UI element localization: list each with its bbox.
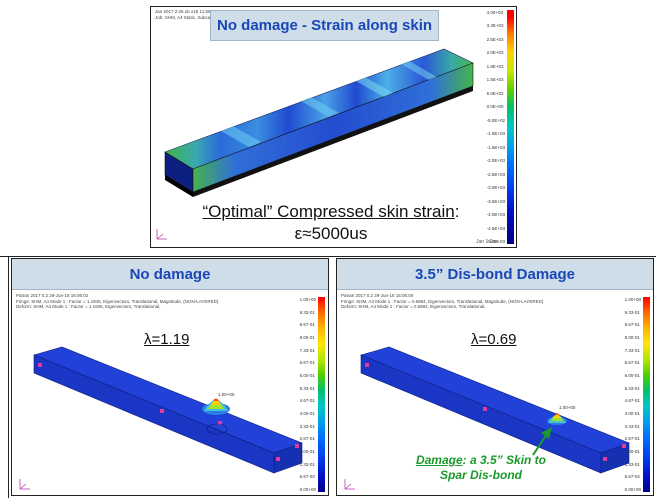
legend-tick-label: 3.3E+03 bbox=[486, 23, 504, 29]
legend-tick-label: 3.33-01 bbox=[299, 423, 315, 429]
legend-tick-label: 2.0E+03 bbox=[486, 50, 504, 56]
damage-note: Damage: a 3.5” Skin to Spar Dis-bond bbox=[391, 453, 571, 483]
legend-tick-label: 1.33-01 bbox=[624, 461, 640, 467]
strain-caption: “Optimal” Compressed skin strain: ε≈5000… bbox=[181, 201, 481, 245]
left-legend-bar bbox=[318, 297, 325, 492]
caption-underlined: “Optimal” Compressed skin strain bbox=[202, 202, 455, 221]
legend-tick-label: 5.33-01 bbox=[624, 385, 640, 391]
top-panel-title: No damage - Strain along skin bbox=[210, 10, 440, 41]
legend-tick-label: 9.33-01 bbox=[299, 309, 315, 315]
legend-tick-label: 8.67-01 bbox=[299, 322, 315, 328]
damage-text: : a 3.5” Skin to bbox=[462, 453, 547, 467]
header-line: Fringe: SHM, A4 Mode 1 : Factor = 0.6894… bbox=[341, 298, 544, 304]
legend-tick-label: 4.67-01 bbox=[624, 398, 640, 404]
legend-tick-label: -2.0E+03 bbox=[486, 158, 505, 164]
header-line: Patran 2017 0.2 29-Jun-18 16:06:00 bbox=[341, 293, 414, 298]
right-panel-title: 3.5” Dis-bond Damage bbox=[337, 259, 653, 290]
legend-tick-label: 8.67-01 bbox=[624, 322, 640, 328]
top-corner-label: Jan 1 Ess bbox=[476, 239, 498, 245]
legend-tick-label: 8.00-01 bbox=[624, 334, 640, 340]
legend-tick-label: 2.00-01 bbox=[299, 448, 315, 454]
legend-tick-label: 3.33-01 bbox=[624, 423, 640, 429]
legend-tick-label: -4.5E+03 bbox=[486, 225, 505, 231]
legend-tick-label: 7.33-01 bbox=[299, 347, 315, 353]
legend-tick-label: 2.5E+03 bbox=[486, 36, 504, 42]
legend-tick-label: -2.5E+03 bbox=[486, 171, 505, 177]
top-legend-bar bbox=[507, 10, 514, 244]
divider-left-vertical bbox=[8, 256, 9, 498]
legend-tick-label: 4.00+03 bbox=[486, 10, 504, 15]
legend-tick-label: 0.0E+00 bbox=[486, 104, 504, 110]
left-panel-header: Patran 2017 0.2 29-Jun-18 16:06:02 Fring… bbox=[16, 293, 218, 310]
header-line: Fringe: SHM, A4 Mode 1 : Factor = 1.1945… bbox=[16, 298, 219, 304]
legend-tick-label: 4.67-01 bbox=[299, 398, 315, 404]
legend-tick-label: 9.33-01 bbox=[624, 309, 640, 315]
right-legend-labels: 1.00+00 9.33-01 8.67-01 8.00-01 7.33-01 6.67-… bbox=[625, 297, 641, 492]
top-panel: Jan 2017 2:26 ub x18 11:59:04 Job: SHM, … bbox=[150, 6, 517, 248]
axis-triad-icon bbox=[19, 479, 30, 490]
legend-tick-label: 6.67-01 bbox=[299, 360, 315, 366]
damage-note-line2: Spar Dis-bond bbox=[439, 468, 522, 482]
right-panel: 3.5” Dis-bond Damage Patran 2017 0.2 29-… bbox=[336, 258, 654, 496]
strain-caption-line2: ε≈5000us bbox=[294, 224, 368, 243]
left-peak-label: 1.00+00 bbox=[218, 392, 235, 397]
header-line: Deform: SHM, A4 Mode 1 : Factor = 0.6894… bbox=[341, 304, 486, 309]
top-beam-figure bbox=[156, 48, 474, 240]
axis-triad-icon bbox=[156, 229, 167, 240]
legend-tick-label: 1.00+00 bbox=[624, 297, 641, 302]
legend-tick-label: 8.00-01 bbox=[299, 334, 315, 340]
legend-tick-label: 1.8E+03 bbox=[486, 63, 504, 69]
left-panel: No damage Patran 2017 0.2 29-Jun-18 16:0… bbox=[11, 258, 329, 496]
legend-tick-label: 1.5E+03 bbox=[486, 77, 504, 83]
legend-tick-label: 6.00-01 bbox=[624, 372, 640, 378]
eigenvalue-label: λ=0.69 bbox=[471, 331, 517, 348]
right-peak-label: 1.00+00 bbox=[559, 405, 576, 410]
top-panel-header: Jan 2017 2:26 ub x18 11:59:04 Job: SHM, … bbox=[155, 9, 228, 20]
axis-triad-icon bbox=[344, 479, 355, 490]
legend-tick-label: 5.33-01 bbox=[299, 385, 315, 391]
header-line: Patran 2017 0.2 29-Jun-18 16:06:02 bbox=[16, 293, 89, 298]
legend-tick-label: 7.33-01 bbox=[624, 347, 640, 353]
left-legend-labels: 1.00+00 9.33-01 8.67-01 8.00-01 7.33-01 6.67-… bbox=[300, 297, 316, 492]
legend-tick-label: -3.0E+03 bbox=[486, 185, 505, 191]
divider-horizontal bbox=[0, 256, 656, 257]
left-panel-title: No damage bbox=[12, 259, 328, 290]
eigenvalue-label: λ=1.19 bbox=[144, 331, 190, 348]
legend-tick-label: 1.00+00 bbox=[299, 297, 316, 302]
legend-tick-label: 2.67-01 bbox=[299, 436, 315, 442]
caption-suffix: : bbox=[454, 202, 460, 221]
legend-tick-label: 5.0E+02 bbox=[486, 90, 504, 96]
legend-tick-label: 0.00+00 bbox=[299, 486, 316, 492]
legend-tick-label: -4.0E+03 bbox=[486, 212, 505, 218]
legend-tick-label: 1.33-01 bbox=[299, 461, 315, 467]
legend-tick-label: 6.67-02 bbox=[624, 474, 640, 480]
legend-tick-label: -5.0E+02 bbox=[486, 117, 505, 123]
top-legend-labels: 4.00+03 3.3E+03 2.5E+03 2.0E+03 1.8E+03 1.5E+… bbox=[487, 10, 505, 244]
damage-note-line1: Damage: a 3.5” Skin to bbox=[391, 453, 571, 468]
legend-tick-label: 6.67-02 bbox=[299, 474, 315, 480]
right-beam-figure: 1.00+00 bbox=[344, 346, 630, 490]
left-beam-figure: 1.00+00 bbox=[19, 346, 303, 490]
damage-label: Damage bbox=[415, 453, 463, 467]
legend-tick-label: 0.00+00 bbox=[624, 486, 641, 492]
right-legend-bar bbox=[643, 297, 650, 492]
legend-tick-label: 6.00-01 bbox=[299, 372, 315, 378]
legend-tick-label: -5.0E+03 bbox=[486, 238, 505, 244]
header-line: Job: SHM, A4 Static, Subcase 1 Stat bbox=[155, 14, 229, 20]
legend-tick-label: 6.67-01 bbox=[624, 360, 640, 366]
legend-tick-label: 2.00-01 bbox=[624, 448, 640, 454]
legend-tick-label: 4.00-01 bbox=[624, 410, 640, 416]
strain-caption-line1: “Optimal” Compressed skin strain: bbox=[181, 201, 481, 223]
right-panel-header: Patran 2017 0.2 29-Jun-18 16:06:00 Fring… bbox=[341, 293, 543, 310]
legend-tick-label: -3.5E+03 bbox=[486, 198, 505, 204]
legend-tick-label: -1.0E+03 bbox=[486, 131, 505, 137]
header-line: Jan 2017 2:26 ub x18 11:59:04 bbox=[155, 9, 217, 14]
header-line: Deform: SHM, A4 Mode 1 : Factor = 1.1935… bbox=[16, 304, 161, 309]
legend-tick-label: 4.00-01 bbox=[299, 410, 315, 416]
legend-tick-label: 2.67-01 bbox=[624, 436, 640, 442]
legend-tick-label: -1.5E+03 bbox=[486, 144, 505, 150]
